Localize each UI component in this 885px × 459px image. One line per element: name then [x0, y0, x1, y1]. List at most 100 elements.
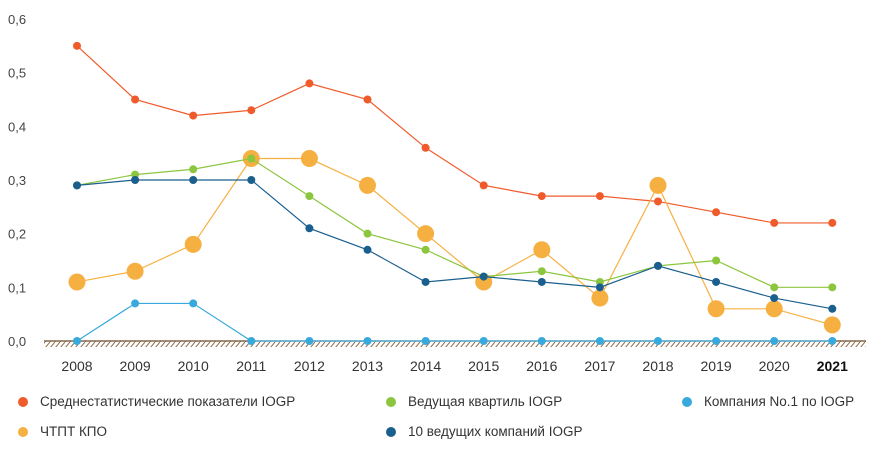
data-point: [475, 273, 493, 291]
data-point: [421, 143, 430, 152]
y-tick-label: 0,5: [8, 66, 26, 81]
x-tick-label: 2015: [468, 358, 499, 374]
x-tick-label: 2021: [817, 358, 848, 374]
y-tick-label: 0,4: [8, 119, 26, 134]
data-point: [654, 261, 662, 270]
data-point: [595, 192, 604, 201]
data-point: [189, 111, 198, 120]
data-point: [363, 337, 372, 345]
data-point: [189, 165, 198, 174]
data-point: [770, 283, 779, 292]
data-point: [305, 337, 314, 345]
x-tick-label: 2016: [526, 358, 557, 374]
data-point: [305, 224, 314, 233]
data-point: [68, 273, 86, 291]
x-tick-label: 2012: [294, 358, 325, 374]
data-point: [712, 277, 721, 286]
data-point: [595, 337, 604, 345]
legend-marker: [18, 426, 28, 437]
x-tick-label: 2020: [759, 358, 790, 374]
legend-marker: [18, 396, 28, 407]
data-point: [131, 176, 140, 184]
data-point: [537, 337, 546, 345]
x-tick-label: 2009: [120, 358, 151, 374]
data-point: [363, 95, 372, 104]
series-line: [76, 45, 833, 224]
data-point: [537, 267, 546, 276]
x-tick-label: 2011: [236, 358, 266, 374]
data-point: [712, 208, 721, 217]
data-point: [421, 277, 430, 286]
legend-item-iogp-top10: 10 ведущих компаний IOGP: [386, 424, 583, 439]
data-point: [300, 150, 318, 168]
legend-item-iogp-no1-company: Компания No.1 по IOGP: [682, 394, 854, 409]
legend-item-kpo: ЧТПТ КПО: [18, 424, 107, 439]
data-point: [189, 299, 198, 308]
y-tick-label: 0,6: [8, 12, 26, 27]
data-point: [305, 79, 314, 88]
legend-label: Среднестатистические показатели IOGP: [40, 394, 296, 409]
legend-marker: [386, 396, 396, 407]
x-tick-label: 2008: [61, 358, 92, 374]
data-point: [770, 218, 779, 227]
data-point: [828, 337, 837, 345]
legend-label: Ведущая квартиль IOGP: [408, 394, 563, 409]
data-point: [654, 197, 662, 206]
data-point: [421, 337, 430, 345]
series-line: [76, 179, 833, 310]
data-point: [247, 154, 256, 163]
line-chart: 0,0 0,1 0,2 0,3 0,4 0,5 0,6 2008 2009 2010 2011 201…: [8, 12, 866, 374]
data-point: [649, 176, 667, 194]
data-point: [73, 337, 81, 345]
data-point: [363, 229, 372, 238]
x-tick-label: 2019: [701, 358, 732, 374]
series-line: [76, 157, 833, 288]
tick-labels: 0,0 0,1 0,2 0,3 0,4 0,5 0,6 2008 2009 2010 2011 201…: [8, 12, 848, 374]
data-point: [479, 337, 488, 345]
data-point: [770, 337, 779, 345]
data-point: [479, 272, 488, 281]
x-axis-hatch: [44, 341, 866, 347]
legend-label: Компания No.1 по IOGP: [704, 394, 855, 409]
legend-marker: [682, 396, 692, 407]
legend-label: ЧТПТ КПО: [40, 424, 108, 439]
data-point: [189, 176, 198, 184]
y-tick-label: 0,1: [8, 280, 26, 295]
data-point: [247, 176, 256, 184]
data-point: [712, 256, 721, 265]
legend: Среднестатистические показатели IOGP Вед…: [0, 384, 885, 454]
data-point: [712, 337, 721, 345]
data-point: [654, 337, 662, 345]
series-layer: [68, 41, 841, 345]
legend-item-iogp-average: Среднестатистические показатели IOGP: [18, 394, 295, 409]
data-point: [533, 241, 551, 259]
data-point: [126, 262, 144, 280]
data-point: [828, 218, 837, 227]
y-tick-label: 0,0: [8, 334, 26, 349]
data-point: [247, 337, 256, 345]
x-tick-label: 2018: [642, 358, 673, 374]
legend-label: 10 ведущих компаний IOGP: [408, 424, 583, 439]
data-point: [417, 225, 435, 243]
data-point: [421, 245, 430, 254]
data-point: [765, 300, 783, 318]
data-point: [823, 316, 841, 334]
series-2: [73, 299, 837, 345]
data-point: [828, 304, 837, 313]
data-point: [73, 41, 81, 50]
y-tick-label: 0,3: [8, 173, 26, 188]
series-1: [73, 154, 837, 292]
data-point: [305, 192, 314, 201]
data-point: [595, 283, 604, 292]
data-point: [828, 283, 837, 292]
series-line: [76, 157, 833, 326]
data-point: [537, 277, 546, 286]
data-point: [184, 235, 202, 253]
data-point: [591, 289, 609, 307]
chart-axes: [44, 340, 866, 347]
series-0: [73, 41, 837, 227]
x-tick-label: 2014: [410, 358, 441, 374]
x-tick-label: 2010: [178, 358, 209, 374]
x-tick-label: 2017: [584, 358, 615, 374]
data-point: [359, 176, 376, 194]
